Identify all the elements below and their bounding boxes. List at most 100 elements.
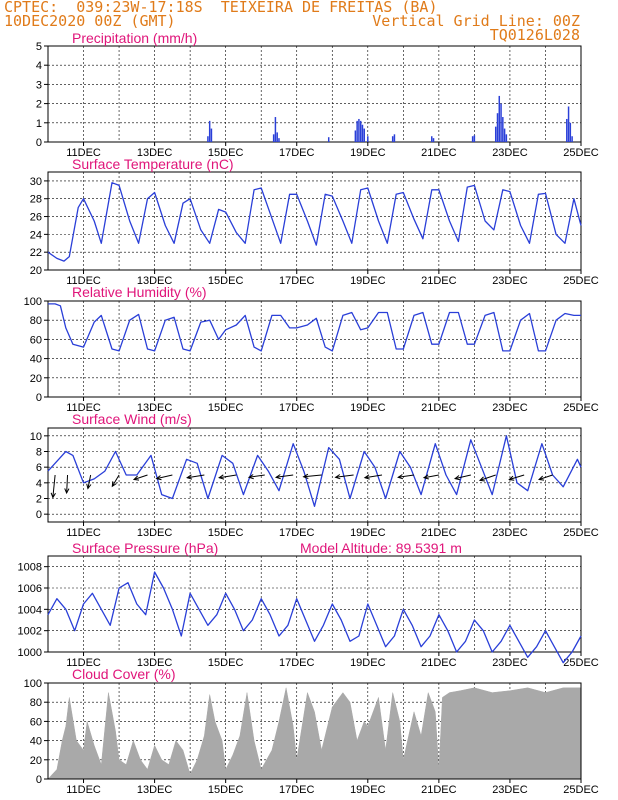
- precip-bar: [566, 118, 568, 142]
- y-tick-label: 40: [30, 736, 42, 748]
- x-tick-label: 13DEC: [137, 527, 173, 539]
- x-tick-label: 25DEC: [563, 784, 599, 796]
- x-tick-label: 11DEC: [66, 275, 101, 287]
- panel-title: Precipitation (mm/h): [72, 30, 197, 46]
- wind-arrow: [52, 474, 56, 498]
- precip-bar: [210, 128, 213, 142]
- x-tick-label: 15DEC: [208, 784, 244, 796]
- y-tick-label: 5: [36, 41, 42, 53]
- y-tick-label: 1006: [18, 583, 42, 595]
- x-tick-label: 17DEC: [279, 784, 315, 796]
- x-tick-label: 23DEC: [492, 402, 528, 414]
- wind-arrow: [509, 474, 525, 480]
- precip-bar: [358, 118, 360, 142]
- wind-arrow-head: [334, 474, 341, 480]
- wind-arrow-head: [111, 481, 117, 488]
- panel-frame: [47, 45, 582, 143]
- y-tick-label: 2: [36, 99, 42, 111]
- y-tick-label: 22: [30, 247, 42, 259]
- wind-arrow: [423, 474, 439, 479]
- panel-frame: [47, 171, 582, 271]
- y-tick-label: 20: [30, 755, 42, 767]
- y-tick-label: 1000: [18, 647, 42, 659]
- y-tick-label: 60: [30, 716, 42, 728]
- x-tick-label: 13DEC: [137, 402, 173, 414]
- x-tick-label: 21DEC: [421, 784, 457, 796]
- wind-arrow-head: [50, 492, 56, 499]
- precip-bar: [356, 120, 358, 142]
- series-line: [47, 571, 582, 664]
- panel-title: Surface Pressure (hPa): [72, 540, 218, 556]
- y-tick-label: 4: [36, 60, 42, 72]
- x-tick-label: 19DEC: [350, 784, 386, 796]
- x-tick-label: 11DEC: [66, 784, 101, 796]
- y-tick-label: 26: [30, 212, 42, 224]
- wind-arrow: [219, 474, 237, 479]
- y-tick-label: 1004: [18, 604, 42, 616]
- header-init-time: 10DEC2020 00Z (GMT): [4, 12, 176, 30]
- wind-arrow-head: [132, 475, 140, 481]
- wind-arrow: [303, 474, 322, 478]
- wind-arrow: [538, 474, 553, 480]
- precip-bar: [276, 132, 278, 142]
- wind-arrow: [111, 474, 120, 487]
- panel-frame: [47, 300, 582, 398]
- y-tick-label: 100: [24, 678, 42, 690]
- x-tick-label: 25DEC: [563, 527, 599, 539]
- x-tick-label: 17DEC: [279, 657, 315, 669]
- x-tick-label: 25DEC: [563, 147, 599, 159]
- panel-subtitle: Model Altitude: 89.5391 m: [300, 540, 462, 556]
- wind-arrow-head: [64, 488, 70, 495]
- x-tick-label: 17DEC: [279, 147, 315, 159]
- panel-area-5: 0 20 40 60 80 100 11DEC 13DEC 15DEC 17DEC 19DEC 21D…: [24, 666, 599, 796]
- wind-arrow: [187, 474, 205, 479]
- x-tick-label: 21DEC: [421, 275, 457, 287]
- x-tick-label: 25DEC: [563, 402, 599, 414]
- x-tick-label: 19DEC: [350, 657, 386, 669]
- y-tick-label: 1008: [18, 562, 42, 574]
- x-tick-label: 11DEC: [66, 402, 101, 414]
- wind-arrow-head: [363, 474, 370, 480]
- wind-arrow: [156, 474, 173, 480]
- panel-title: Relative Humidity (%): [72, 284, 207, 300]
- y-tick-label: 10: [30, 431, 42, 443]
- wind-arrow: [398, 474, 415, 478]
- x-tick-label: 21DEC: [421, 402, 457, 414]
- wind-arrow: [133, 474, 148, 480]
- series-line: [48, 303, 581, 352]
- y-tick-label: 60: [30, 334, 42, 346]
- precip-bar: [498, 95, 501, 142]
- y-tick-label: 2: [36, 494, 42, 506]
- precip-bar: [327, 137, 330, 142]
- wind-arrow-head: [247, 474, 254, 480]
- precip-bar: [473, 135, 476, 142]
- precip-bar: [393, 134, 396, 142]
- precip-bar: [354, 130, 357, 142]
- wind-arrow-head: [274, 474, 281, 480]
- x-tick-label: 17DEC: [279, 402, 315, 414]
- x-tick-label: 21DEC: [421, 147, 457, 159]
- y-tick-label: 80: [30, 697, 42, 709]
- precip-bar: [471, 136, 474, 142]
- x-tick-label: 21DEC: [421, 657, 457, 669]
- x-tick-label: 13DEC: [137, 275, 173, 287]
- y-tick-label: 4: [36, 478, 42, 490]
- panel-title: Surface Temperature (nC): [72, 156, 234, 172]
- x-tick-label: 19DEC: [350, 527, 386, 539]
- precip-bar: [494, 126, 497, 142]
- x-tick-label: 15DEC: [208, 527, 244, 539]
- wind-arrow: [335, 474, 354, 478]
- wind-arrow-head: [86, 483, 92, 490]
- x-tick-label: 19DEC: [350, 402, 386, 414]
- x-tick-label: 19DEC: [350, 275, 386, 287]
- x-tick-label: 15DEC: [208, 402, 244, 414]
- y-tick-label: 0: [36, 137, 42, 149]
- y-tick-label: 8: [36, 447, 42, 459]
- wind-arrow-head: [453, 475, 461, 481]
- y-tick-label: 0: [36, 392, 42, 404]
- wind-arrow: [364, 474, 383, 479]
- x-tick-label: 19DEC: [350, 147, 386, 159]
- wind-arrow: [479, 474, 496, 481]
- y-tick-label: 28: [30, 194, 42, 206]
- x-tick-label: 25DEC: [563, 657, 599, 669]
